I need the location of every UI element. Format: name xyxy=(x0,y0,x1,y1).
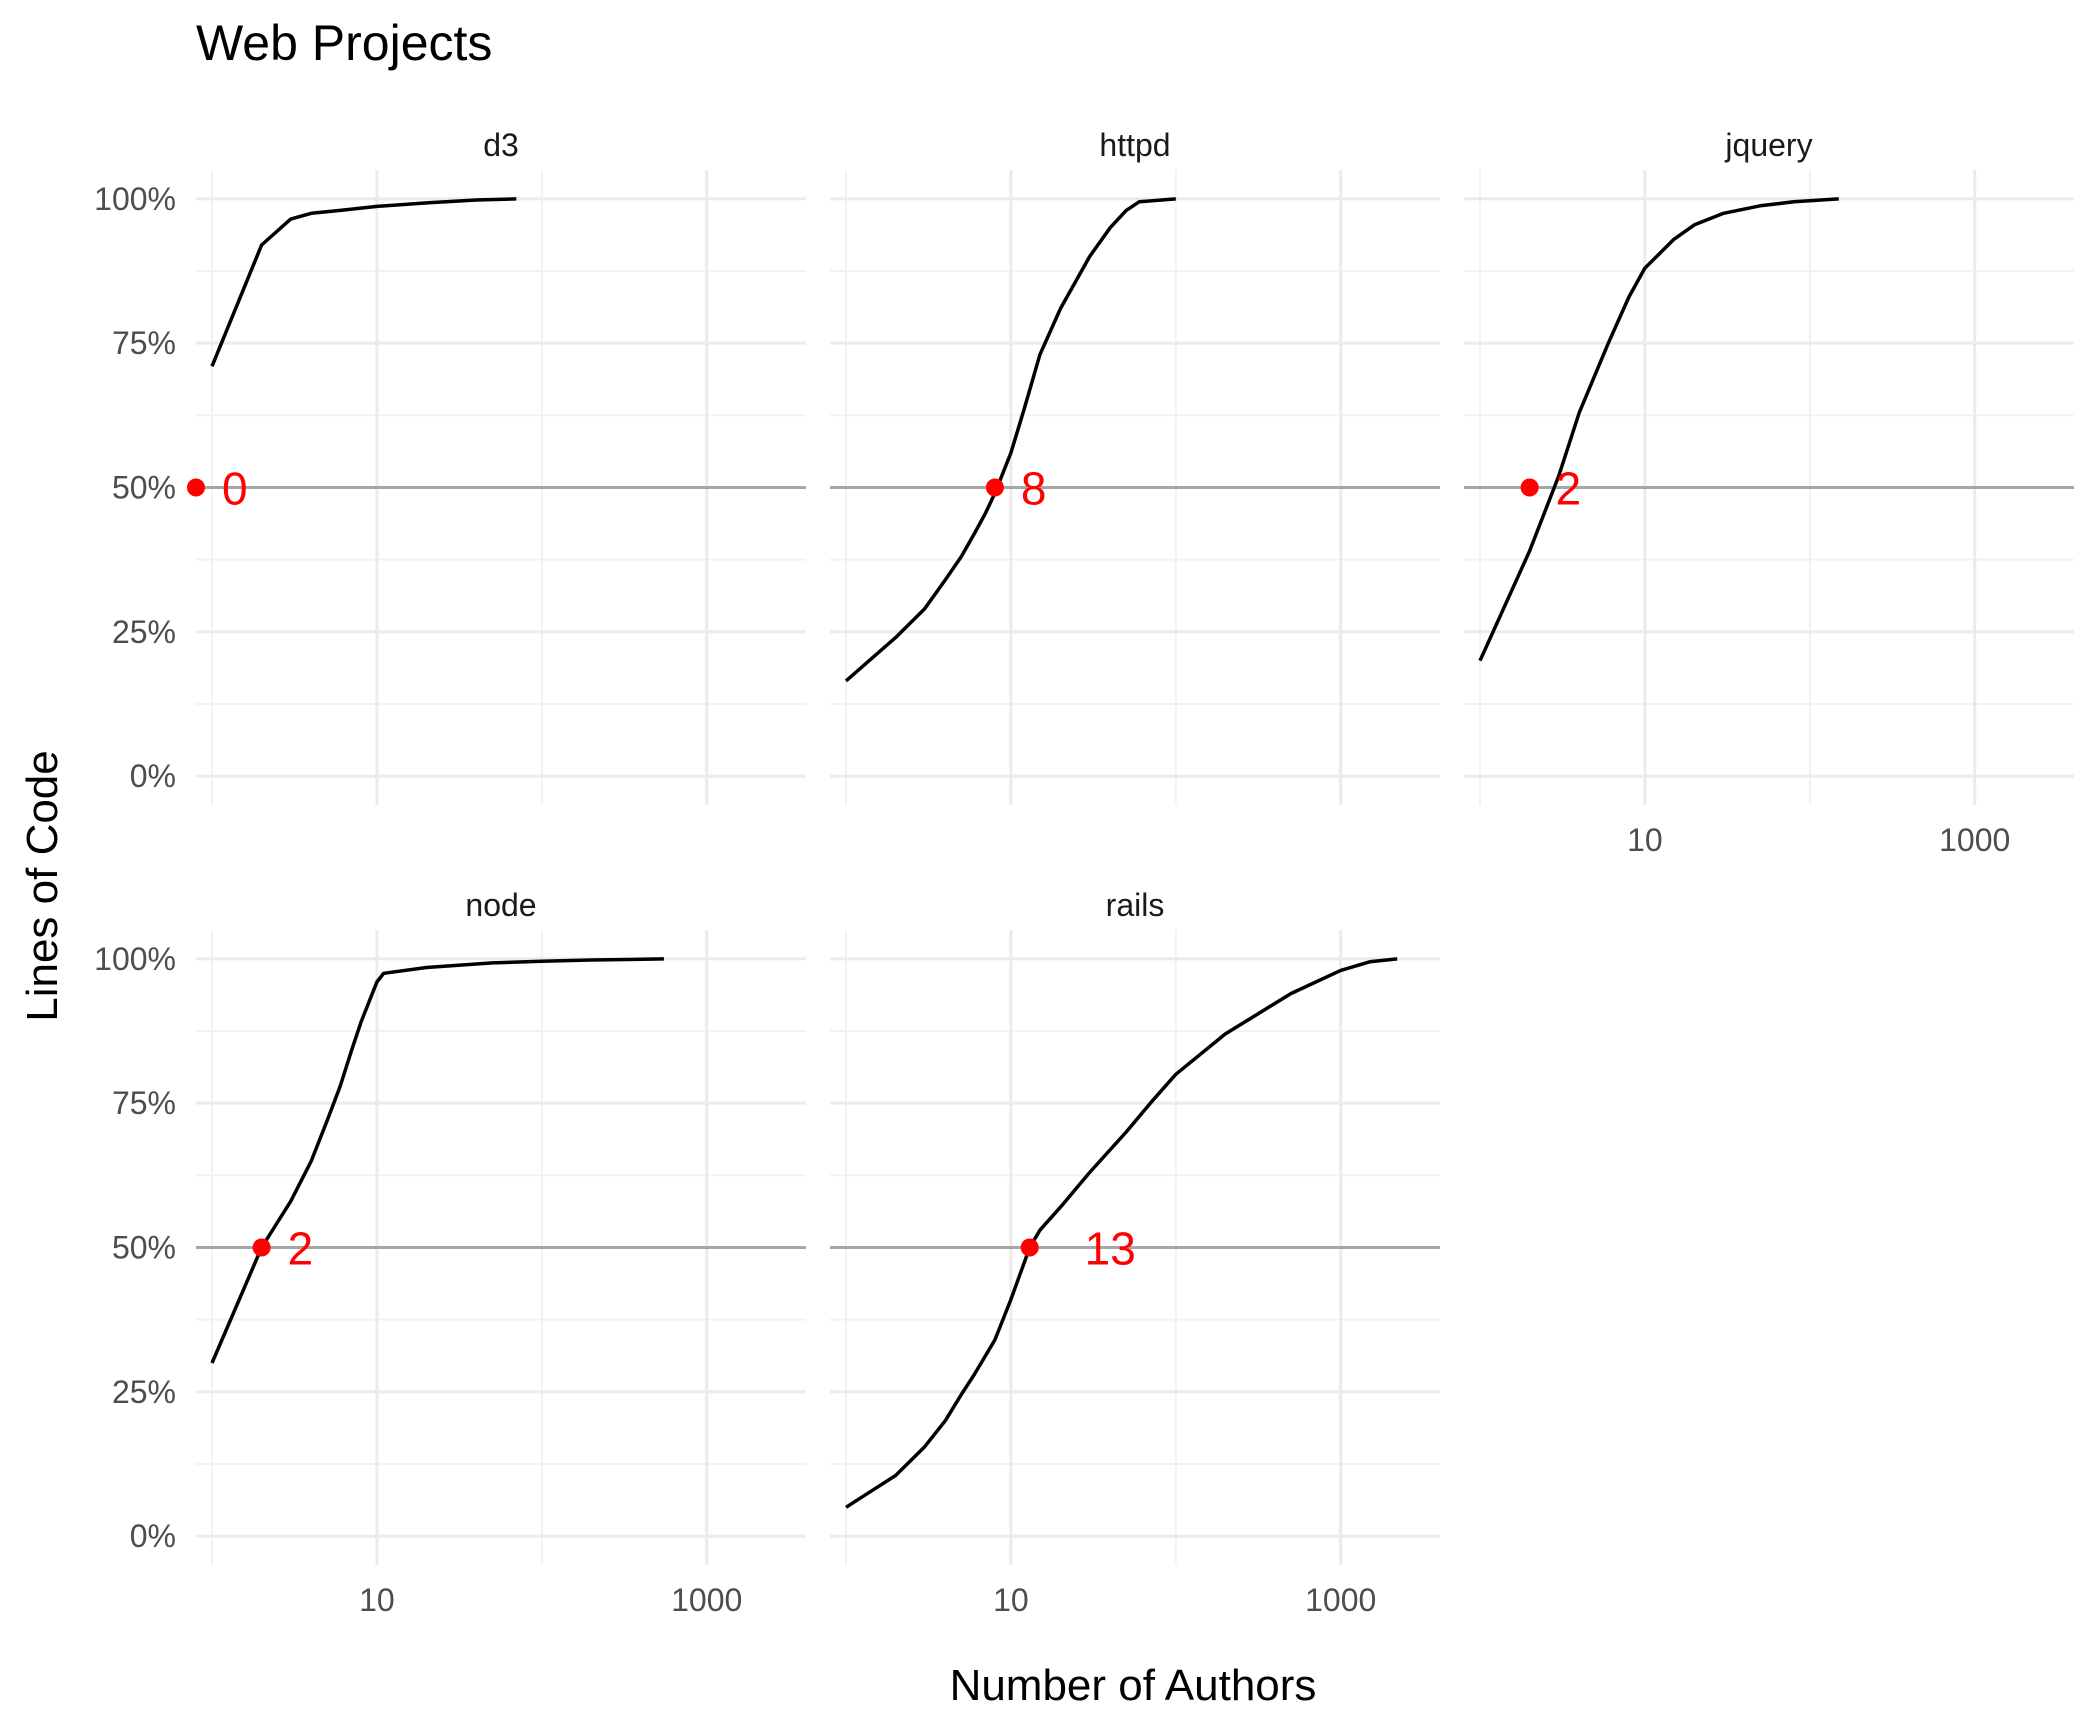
median-label-jquery: 2 xyxy=(1556,463,1582,515)
x-tick-label: 10 xyxy=(1627,822,1663,858)
series-line-d3 xyxy=(210,197,517,367)
x-tick-label: 1000 xyxy=(1939,822,2010,858)
x-tick-label: 10 xyxy=(359,1582,395,1618)
median-label-node: 2 xyxy=(288,1223,314,1275)
y-tick-label: 75% xyxy=(112,325,176,361)
series-line-httpd xyxy=(844,197,1176,683)
median-point-httpd xyxy=(985,478,1004,497)
median-label-d3: 0 xyxy=(222,463,248,515)
y-tick-label: 50% xyxy=(112,470,176,506)
facet-node: node 0% 25% 50% 75% 100% 10 1000 2 xyxy=(94,887,806,1618)
median-point-rails xyxy=(1020,1238,1039,1257)
facet-d3: d3 0% 25% 50% 75% 100% 0 xyxy=(94,127,806,805)
facet-httpd: httpd 8 xyxy=(830,127,1440,805)
y-tick-label: 100% xyxy=(94,941,176,977)
series-line-rails xyxy=(845,957,1398,1509)
median-point-d3 xyxy=(187,478,205,497)
facet-label-node: node xyxy=(465,887,536,923)
y-tick-label: 0% xyxy=(130,1518,176,1554)
x-axis-title: Number of Authors xyxy=(950,1661,1317,1710)
x-tick-label: 10 xyxy=(993,1582,1029,1618)
y-tick-label: 75% xyxy=(112,1085,176,1121)
median-label-httpd: 8 xyxy=(1021,463,1047,515)
facet-label-httpd: httpd xyxy=(1099,127,1170,163)
facet-label-jquery: jquery xyxy=(1724,127,1812,163)
y-tick-label: 25% xyxy=(112,1374,176,1410)
series-line-jquery xyxy=(1478,197,1839,662)
facet-label-rails: rails xyxy=(1106,887,1165,923)
median-label-rails: 13 xyxy=(1085,1223,1136,1275)
median-point-node xyxy=(252,1238,271,1257)
series-line-node xyxy=(210,957,664,1364)
y-axis-title: Lines of Code xyxy=(18,750,67,1022)
facet-jquery: jquery 10 1000 2 xyxy=(1464,127,2074,858)
facet-label-d3: d3 xyxy=(483,127,519,163)
y-tick-label: 100% xyxy=(94,181,176,217)
y-tick-label: 0% xyxy=(130,758,176,794)
x-tick-label: 1000 xyxy=(1305,1582,1376,1618)
y-tick-label: 50% xyxy=(112,1230,176,1266)
y-tick-label: 25% xyxy=(112,614,176,650)
chart-title: Web Projects xyxy=(196,15,492,71)
x-tick-label: 1000 xyxy=(671,1582,742,1618)
facet-rails: rails 10 1000 13 xyxy=(830,887,1440,1618)
median-point-jquery xyxy=(1520,478,1539,497)
